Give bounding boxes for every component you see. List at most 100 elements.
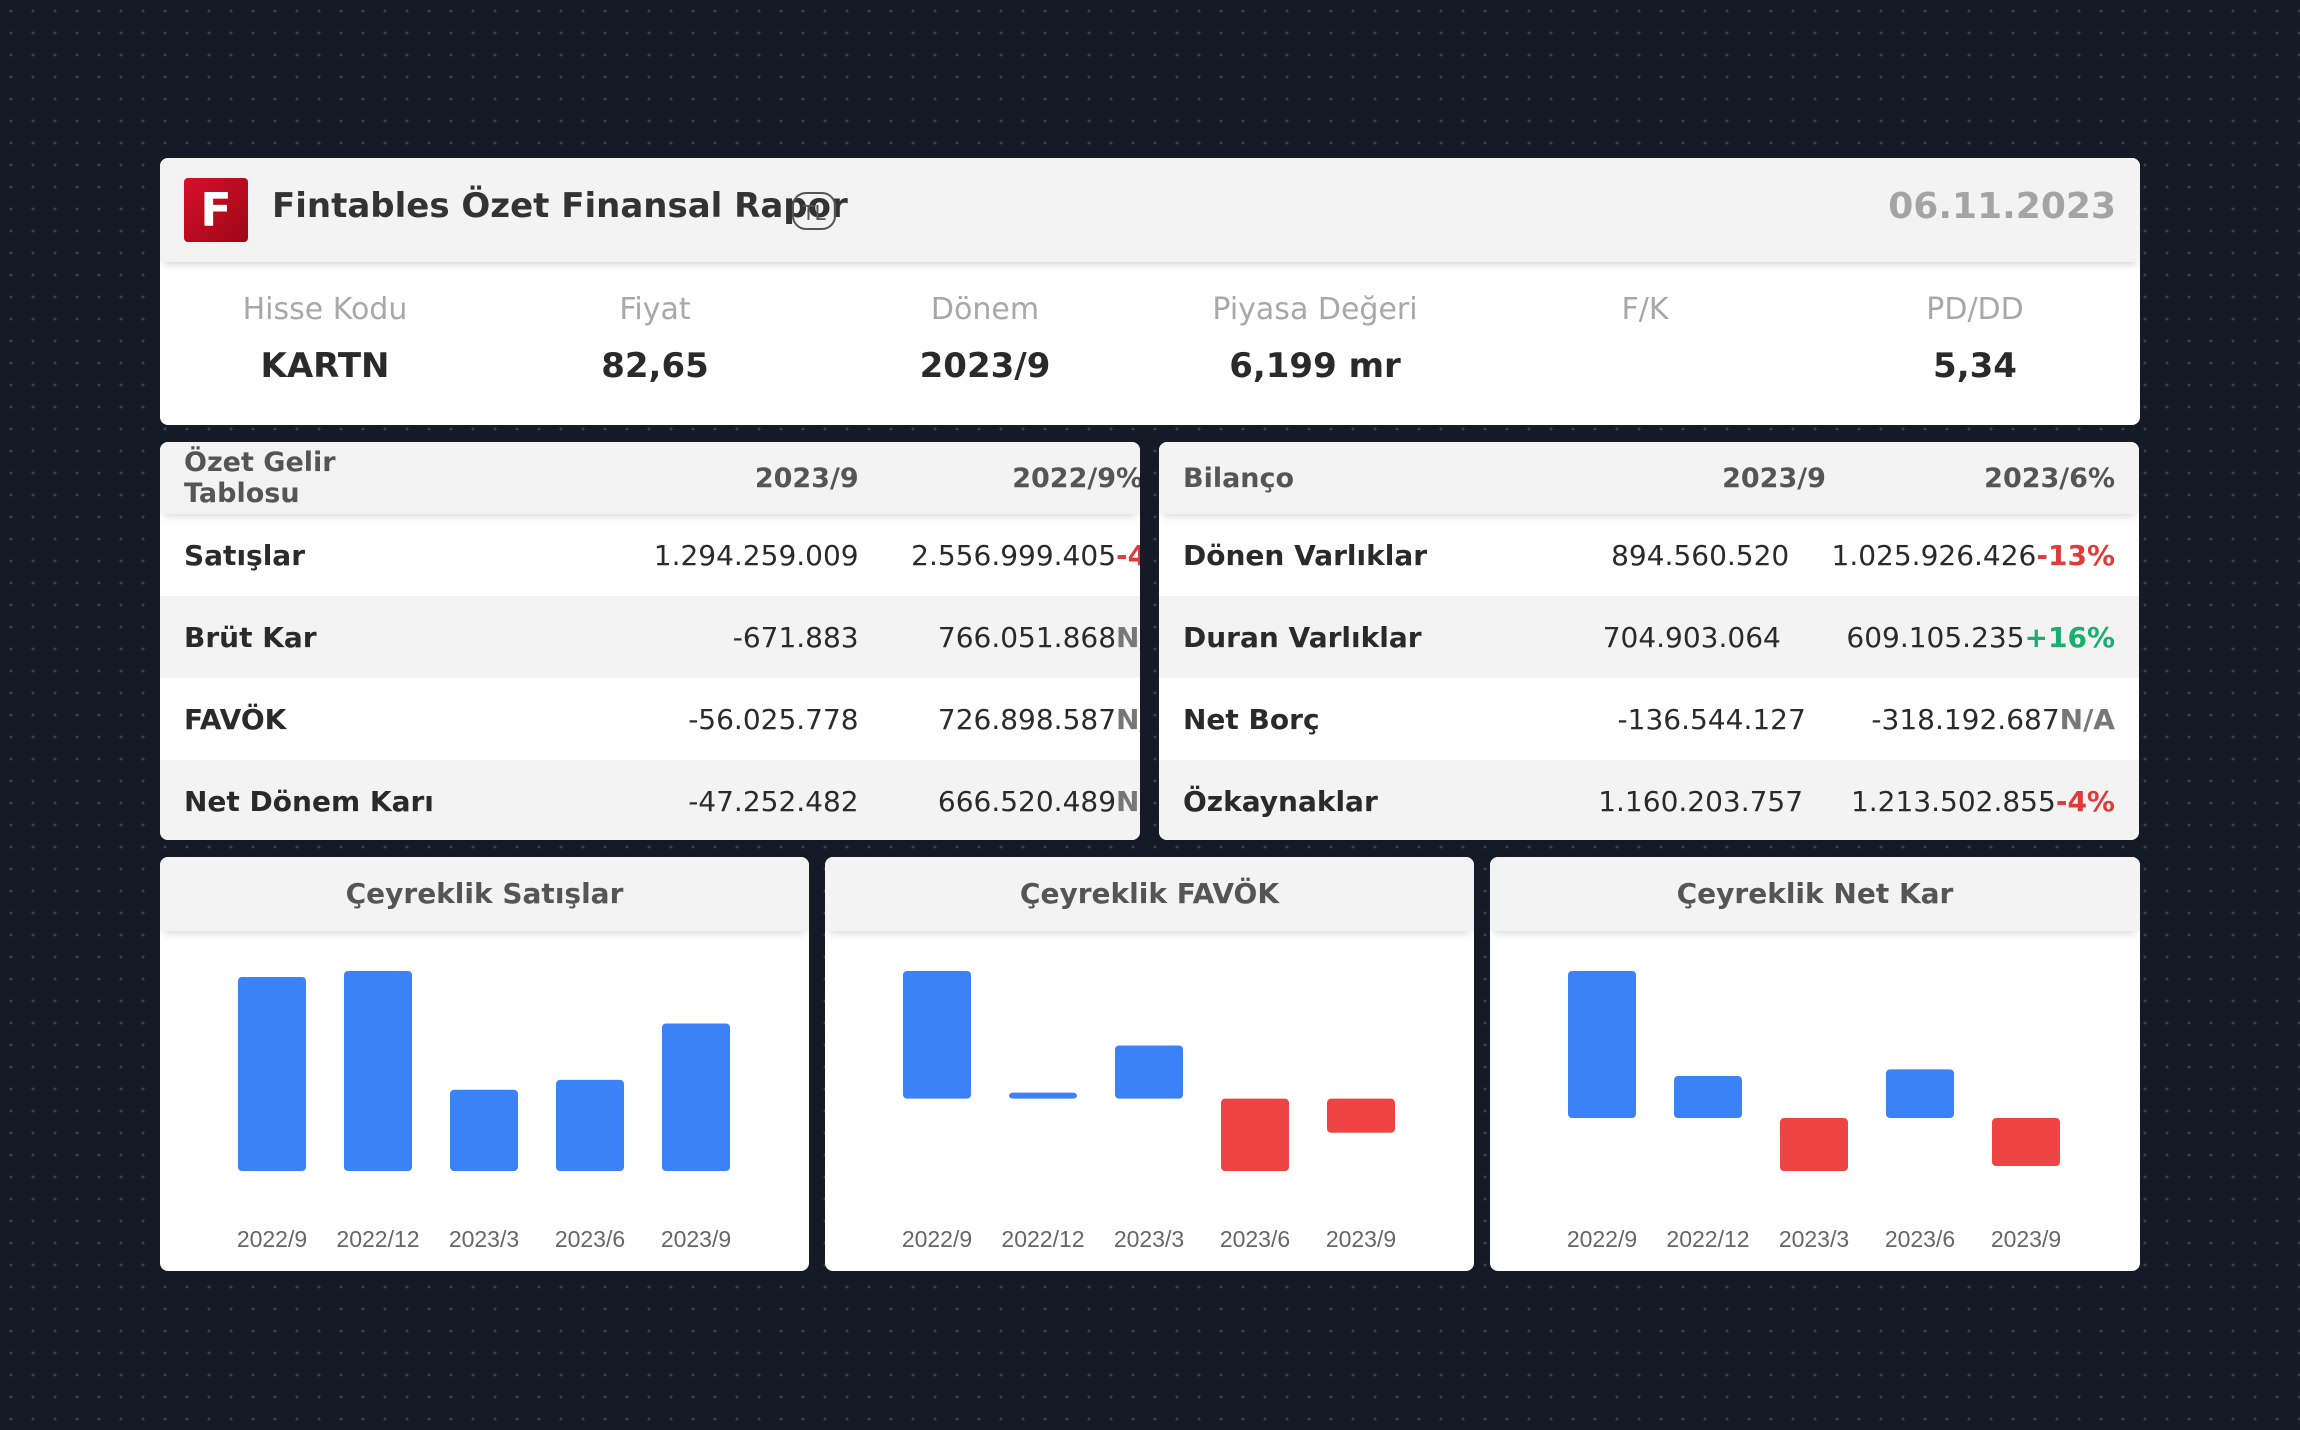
column-header: 2023/9 xyxy=(1722,462,1826,494)
quarterly-ebitda-chart: Çeyreklik FAVÖK 2022/9 2022/12 2023/3 2023/… xyxy=(825,857,1474,1271)
cell-previous: 1.213.502.855 xyxy=(1850,784,2056,818)
bar-2022-9 xyxy=(903,971,971,1099)
x-tick-label: 2023/6 xyxy=(1885,1226,1955,1252)
cell-previous: 666.520.489 xyxy=(937,784,1117,818)
table-row: Brüt Kar -671.883 766.051.868 N/A xyxy=(160,596,1140,678)
table-row: Net Borç -136.544.127 -318.192.687 N/A xyxy=(1159,678,2139,760)
cell-previous: 1.025.926.426 xyxy=(1831,538,2037,572)
table-row: FAVÖK -56.025.778 726.898.587 N/A xyxy=(160,678,1140,760)
table-row: Özkaynaklar 1.160.203.757 1.213.502.855 … xyxy=(1159,760,2139,840)
table-row: Duran Varlıklar 704.903.064 609.105.235 … xyxy=(1159,596,2139,678)
x-tick-label: 2023/6 xyxy=(1220,1226,1290,1252)
bar-2022-12 xyxy=(1674,1076,1742,1119)
cell-current: 1.294.259.009 xyxy=(653,538,859,572)
bar-2023-6 xyxy=(1886,1069,1954,1119)
column-header: 2023/6 xyxy=(1984,462,2088,494)
chart-title: Çeyreklik Satışlar xyxy=(160,857,809,931)
chart-title: Çeyreklik FAVÖK xyxy=(825,857,1474,931)
x-tick-label: 2022/12 xyxy=(336,1226,419,1252)
row-label: FAVÖK xyxy=(184,702,287,736)
quarterly-sales-chart: Çeyreklik Satışlar 2022/9 2022/12 2023/3 20… xyxy=(160,857,809,1271)
fintables-logo: F xyxy=(184,178,248,242)
x-tick-label: 2022/9 xyxy=(1567,1226,1637,1252)
column-header: Bilanço xyxy=(1183,462,1295,494)
metric-value xyxy=(1480,346,1810,390)
x-tick-label: 2023/9 xyxy=(1326,1226,1396,1252)
x-tick-label: 2023/3 xyxy=(1779,1226,1849,1252)
currency-badge: TL xyxy=(792,192,836,230)
cell-change: -13% xyxy=(2036,538,2116,572)
income-statement-table: Özet Gelir Tablosu 2023/9 2022/9 % Satış… xyxy=(160,442,1140,840)
metric-period: Dönem 2023/9 xyxy=(820,262,1150,425)
table-row: Satışlar 1.294.259.009 2.556.999.405 -49… xyxy=(160,514,1140,596)
metric-label: Dönem xyxy=(930,292,1040,327)
metric-label: Piyasa Değeri xyxy=(1212,292,1418,327)
cell-change: N/A xyxy=(1116,620,1140,654)
metric-label: Fiyat xyxy=(619,292,691,327)
cell-change: -4% xyxy=(2055,784,2115,818)
bar-2023-3 xyxy=(1115,1045,1183,1099)
column-header: 2023/9 xyxy=(754,462,859,494)
row-label: Net Borç xyxy=(1183,702,1320,736)
cell-current: 894.560.520 xyxy=(1611,538,1790,572)
cell-change: N/A xyxy=(1116,702,1140,736)
chart-plot: 2022/9 2022/12 2023/3 2023/6 2023/9 xyxy=(902,971,1396,1252)
metric-pb-ratio: PD/DD 5,34 xyxy=(1810,262,2140,425)
cell-change: N/A xyxy=(1116,784,1140,818)
x-tick-label: 2023/9 xyxy=(661,1226,731,1252)
x-tick-label: 2023/3 xyxy=(449,1226,519,1252)
bar-2023-9 xyxy=(1992,1118,2060,1166)
metric-price: Fiyat 82,65 xyxy=(490,262,820,425)
column-header: % xyxy=(2087,462,2116,494)
cell-previous: 726.898.587 xyxy=(937,702,1117,736)
bar-2022-9 xyxy=(1568,971,1636,1119)
column-header: Özet Gelir Tablosu xyxy=(184,447,336,509)
metric-label: F/K xyxy=(1621,292,1669,327)
cell-current: -671.883 xyxy=(732,620,859,654)
quarterly-net-profit-chart: Çeyreklik Net Kar 2022/9 2022/12 2023/3 202… xyxy=(1490,857,2140,1271)
balance-sheet-table: Bilanço 2023/9 2023/6 % Dönen Varlıklar … xyxy=(1159,442,2139,840)
metric-value: 6,199 mr xyxy=(1229,346,1401,386)
table-header: Bilanço 2023/9 2023/6 % xyxy=(1159,442,2139,514)
metric-label: Hisse Kodu xyxy=(242,292,408,327)
bar-2023-6 xyxy=(556,1079,624,1171)
bar-2023-3 xyxy=(450,1089,518,1171)
cell-current: 1.160.203.757 xyxy=(1598,784,1804,818)
table-row: Net Dönem Karı -47.252.482 666.520.489 N… xyxy=(160,760,1140,840)
summary-metrics: Hisse Kodu KARTN Fiyat 82,65 Dönem 2023/… xyxy=(160,262,2140,425)
report-title-bar: F Fintables Özet Finansal Rapor TL 06.11… xyxy=(160,158,2140,262)
x-tick-label: 2022/12 xyxy=(1666,1226,1749,1252)
x-tick-label: 2022/9 xyxy=(237,1226,307,1252)
bar-2023-6 xyxy=(1221,1098,1289,1171)
bar-2023-3 xyxy=(1780,1118,1848,1171)
chart-plot: 2022/9 2022/12 2023/3 2023/6 2023/9 xyxy=(1567,971,2061,1252)
bar-2023-9 xyxy=(1327,1098,1395,1133)
chart-plot: 2022/9 2022/12 2023/3 2023/6 2023/9 xyxy=(237,971,731,1252)
cell-previous: 609.105.235 xyxy=(1846,620,2025,654)
cell-current: -47.252.482 xyxy=(688,784,859,818)
row-label: Brüt Kar xyxy=(184,620,317,654)
metric-value: 82,65 xyxy=(601,346,709,386)
metric-value: KARTN xyxy=(260,346,390,386)
bar-2022-12 xyxy=(344,971,412,1171)
cell-change: +16% xyxy=(2024,620,2115,654)
cell-change: N/A xyxy=(2059,702,2115,736)
metric-stock-code: Hisse Kodu KARTN xyxy=(160,262,490,425)
bar-2022-9 xyxy=(238,976,306,1171)
metric-value: 5,34 xyxy=(1933,346,2017,386)
row-label: Net Dönem Karı xyxy=(184,784,434,818)
table-header: Özet Gelir Tablosu 2023/9 2022/9 % xyxy=(160,442,1140,514)
report-date: 06.11.2023 xyxy=(1888,186,2116,227)
x-tick-label: 2022/12 xyxy=(1001,1226,1084,1252)
x-tick-label: 2022/9 xyxy=(902,1226,972,1252)
cell-current: 704.903.064 xyxy=(1602,620,1781,654)
column-header: % xyxy=(1116,463,1140,494)
row-label: Dönen Varlıklar xyxy=(1183,538,1428,572)
metric-pe-ratio: F/K xyxy=(1480,262,1810,425)
cell-previous: 2.556.999.405 xyxy=(911,538,1117,572)
bar-2023-9 xyxy=(662,1023,730,1171)
row-label: Duran Varlıklar xyxy=(1183,620,1422,654)
table-row: Dönen Varlıklar 894.560.520 1.025.926.42… xyxy=(1159,514,2139,596)
cell-current: -136.544.127 xyxy=(1617,702,1806,736)
cell-current: -56.025.778 xyxy=(688,702,859,736)
